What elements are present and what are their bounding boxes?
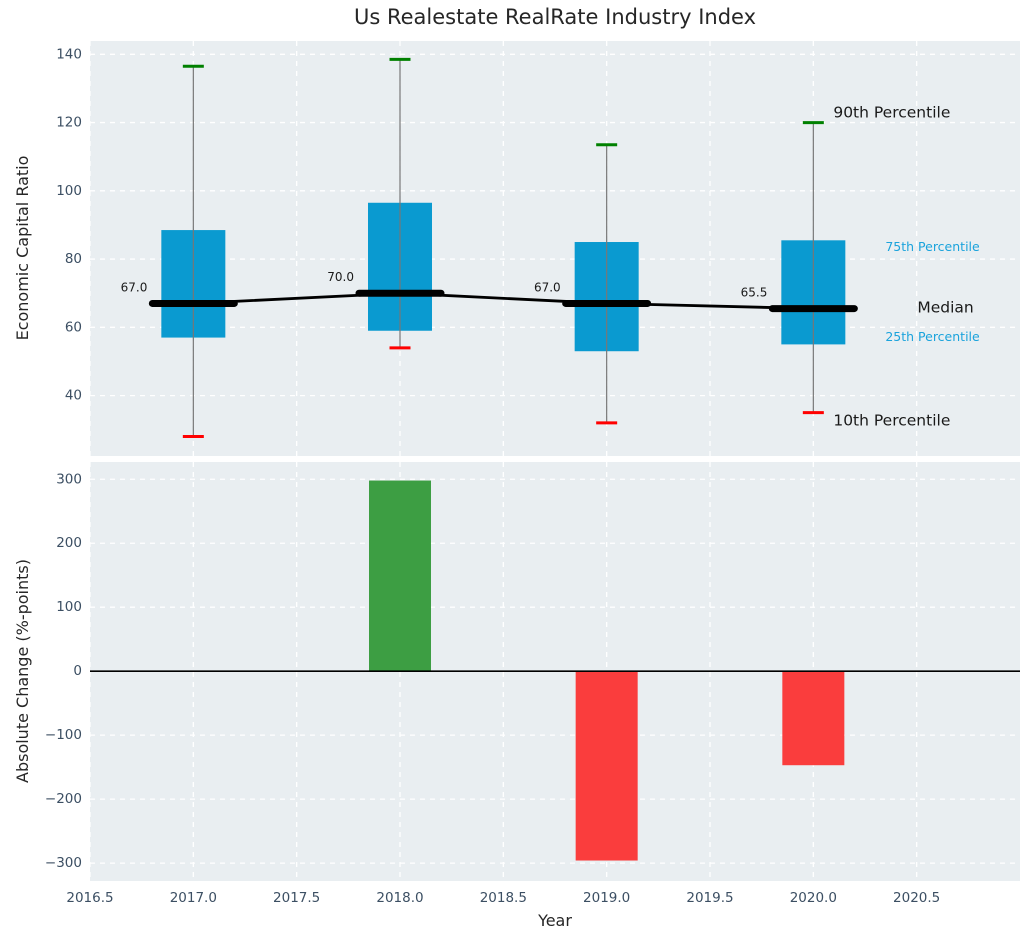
annotation-90th-percentile: 90th Percentile xyxy=(833,104,950,122)
x-tick-label: 2020.0 xyxy=(790,890,837,906)
x-tick-label: 2017.0 xyxy=(170,890,217,906)
median-value-label-2018: 70.0 xyxy=(327,270,354,284)
x-tick-label: 2020.5 xyxy=(893,890,940,906)
y-tick-label: 100 xyxy=(56,183,82,199)
median-value-label-2020: 65.5 xyxy=(741,286,768,300)
bar-2020 xyxy=(782,671,845,766)
y-tick-label: 80 xyxy=(65,251,82,267)
y-tick-label: 0 xyxy=(73,663,82,679)
bar-2018 xyxy=(369,480,431,672)
y-tick-label: 200 xyxy=(56,535,82,551)
x-axis-label: Year xyxy=(538,911,572,930)
y-tick-label: 140 xyxy=(56,46,82,62)
x-tick-label: 2019.0 xyxy=(583,890,630,906)
x-tick-label: 2018.5 xyxy=(480,890,527,906)
y-tick-label: 120 xyxy=(56,115,82,131)
x-tick-label: 2018.0 xyxy=(376,890,423,906)
chart-title: Us Realestate RealRate Industry Index xyxy=(353,5,756,29)
median-value-label-2017: 67.0 xyxy=(121,280,148,294)
annotation-median: Median xyxy=(917,299,973,317)
y-tick-label: −100 xyxy=(45,727,82,743)
y-axis-label-top: Economic Capital Ratio xyxy=(13,155,32,341)
y-tick-label: 100 xyxy=(56,599,82,615)
x-tick-label: 2017.5 xyxy=(273,890,320,906)
y-axis-label-bottom: Absolute Change (%-points) xyxy=(13,559,32,783)
y-tick-label: 40 xyxy=(65,388,82,404)
y-tick-label: 60 xyxy=(65,319,82,335)
y-tick-label: −300 xyxy=(45,855,82,871)
x-tick-label: 2016.5 xyxy=(66,890,113,906)
y-tick-label: 300 xyxy=(56,471,82,487)
median-trend-line xyxy=(193,291,814,310)
x-tick-label: 2019.5 xyxy=(686,890,733,906)
bar-2019 xyxy=(575,671,638,861)
median-value-label-2019: 67.0 xyxy=(534,280,561,294)
annotation-25th-percentile: 25th Percentile xyxy=(885,329,980,344)
annotation-10th-percentile: 10th Percentile xyxy=(833,412,950,430)
y-tick-label: −200 xyxy=(45,791,82,807)
plot-area xyxy=(90,41,1020,456)
annotation-75th-percentile: 75th Percentile xyxy=(885,239,980,254)
